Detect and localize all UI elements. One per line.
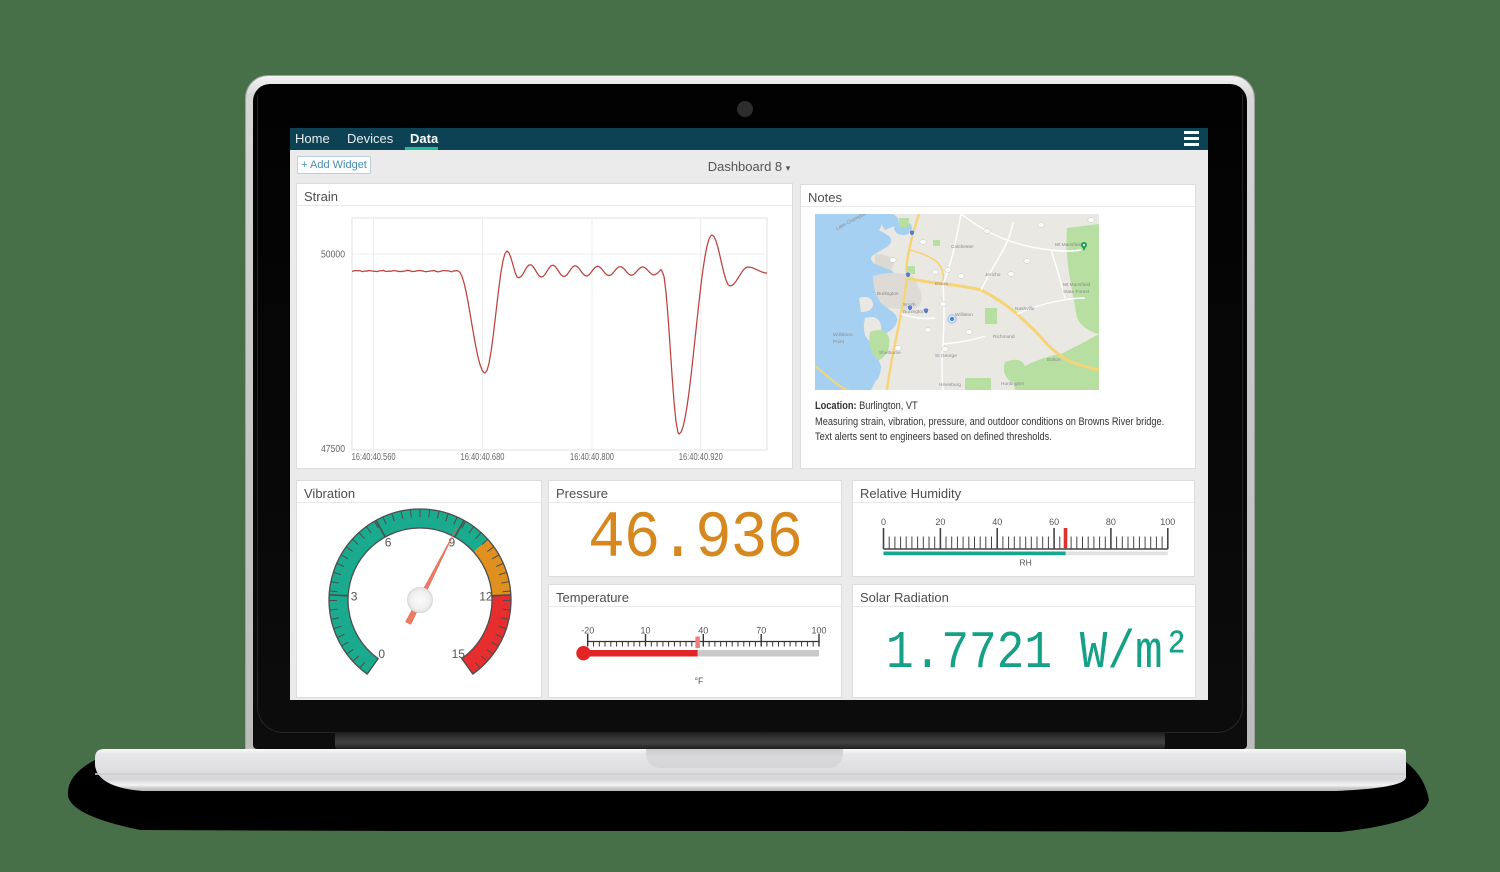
svg-text:Burlington: Burlington bbox=[877, 291, 899, 297]
svg-text:State Forest: State Forest bbox=[1063, 289, 1090, 295]
svg-text:Bolton: Bolton bbox=[1047, 357, 1061, 363]
svg-text:70: 70 bbox=[756, 626, 766, 636]
svg-text:12: 12 bbox=[479, 589, 493, 603]
svg-text:20: 20 bbox=[935, 517, 945, 527]
svg-text:Hinesburg: Hinesburg bbox=[939, 382, 961, 388]
svg-text:6: 6 bbox=[385, 535, 392, 549]
svg-text:0: 0 bbox=[881, 517, 886, 527]
svg-text:10: 10 bbox=[640, 626, 650, 636]
svg-text:Burlington: Burlington bbox=[903, 309, 925, 315]
svg-text:15: 15 bbox=[452, 647, 466, 661]
svg-text:100: 100 bbox=[1160, 517, 1175, 527]
svg-text:40: 40 bbox=[992, 517, 1002, 527]
svg-text:3: 3 bbox=[351, 589, 358, 603]
svg-text:Mt Mansfield: Mt Mansfield bbox=[1063, 282, 1091, 288]
svg-text:16:40:40.920: 16:40:40.920 bbox=[679, 452, 723, 463]
svg-text:16:40:40.680: 16:40:40.680 bbox=[461, 452, 505, 463]
svg-text:9: 9 bbox=[449, 535, 456, 549]
svg-text:Essex: Essex bbox=[935, 281, 949, 287]
svg-text:Mt Mansfield: Mt Mansfield bbox=[1055, 242, 1083, 248]
svg-text:Colchester: Colchester bbox=[951, 244, 974, 250]
svg-text:40: 40 bbox=[698, 626, 708, 636]
svg-text:-20: -20 bbox=[581, 626, 594, 636]
svg-text:Point: Point bbox=[833, 339, 845, 345]
svg-text:Nashville: Nashville bbox=[1015, 306, 1035, 312]
svg-text:°F: °F bbox=[694, 676, 704, 686]
svg-text:16:40:40.800: 16:40:40.800 bbox=[570, 452, 614, 463]
svg-text:Williston: Williston bbox=[955, 312, 973, 318]
svg-text:16:40:40.560: 16:40:40.560 bbox=[352, 452, 396, 463]
svg-text:Willsboro: Willsboro bbox=[833, 332, 853, 338]
svg-text:80: 80 bbox=[1106, 517, 1116, 527]
svg-text:50000: 50000 bbox=[321, 250, 345, 261]
svg-text:0: 0 bbox=[378, 647, 385, 661]
svg-text:100: 100 bbox=[811, 626, 826, 636]
svg-text:47500: 47500 bbox=[321, 444, 345, 455]
svg-text:60: 60 bbox=[1049, 517, 1059, 527]
svg-text:St George: St George bbox=[935, 353, 957, 359]
svg-text:Huntington: Huntington bbox=[1001, 381, 1025, 387]
svg-text:RH: RH bbox=[1020, 558, 1032, 568]
svg-text:Richmond: Richmond bbox=[993, 334, 1015, 340]
svg-text:Jericho: Jericho bbox=[985, 272, 1001, 278]
svg-text:Shelburne: Shelburne bbox=[879, 350, 901, 356]
